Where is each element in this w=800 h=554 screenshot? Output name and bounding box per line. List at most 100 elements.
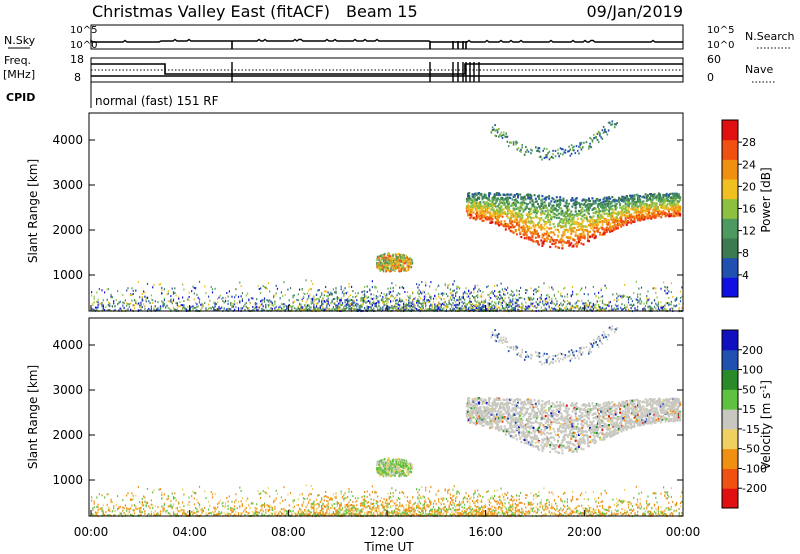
echo-cell [671, 209, 674, 212]
echo-cell [599, 307, 601, 310]
echo-cell [585, 204, 588, 207]
echo-cell [601, 228, 604, 231]
echo-cell [231, 305, 233, 308]
echo-cell [588, 197, 590, 200]
echo-cell [609, 226, 612, 229]
echo-cell [566, 303, 568, 306]
echo-cell [605, 208, 608, 211]
echo-cell [608, 210, 610, 213]
echo-cell [603, 196, 606, 199]
echo-cell [383, 304, 385, 307]
echo-cell [647, 290, 649, 293]
echo-cell [388, 268, 390, 272]
echo-cell [198, 298, 201, 301]
echo-cell [304, 308, 306, 311]
echo-cell [192, 305, 194, 308]
echo-cell [635, 212, 638, 215]
echo-cell [672, 307, 674, 310]
echo-cell [642, 200, 645, 203]
echo-cell [639, 204, 642, 207]
echo-cell [676, 298, 678, 301]
echo-cell [543, 238, 546, 241]
echo-cell [399, 258, 401, 261]
echo-cell [471, 196, 474, 199]
echo-cell [395, 257, 398, 261]
echo-cell [568, 215, 571, 218]
echo-cell [387, 298, 389, 301]
echo-cell [535, 230, 538, 233]
echo-cell [569, 226, 572, 229]
echo-cell [593, 207, 596, 210]
echo-cell [228, 290, 230, 293]
echo-cell [495, 304, 497, 307]
echo-cell [621, 222, 624, 226]
echo-cell [323, 294, 325, 297]
echo-cell [409, 257, 411, 260]
echo-cell [393, 304, 396, 307]
echo-cell [403, 259, 406, 262]
echo-cell [377, 295, 379, 298]
echo-cell [504, 287, 506, 290]
echo-cell [650, 217, 653, 220]
echo-cell [581, 309, 583, 312]
echo-cell [318, 298, 320, 301]
echo-cell [499, 300, 501, 303]
echo-cell [449, 309, 451, 312]
echo-cell [525, 308, 527, 311]
echo-cell [382, 306, 384, 309]
echo-cell [436, 304, 438, 307]
echo-cell [153, 308, 155, 311]
echo-cell [551, 302, 553, 305]
echo-cell [396, 263, 399, 266]
echo-cell [566, 307, 568, 310]
echo-cell [518, 226, 521, 229]
echo-cell [358, 309, 360, 312]
echo-cell [312, 309, 314, 312]
echo-cell [509, 141, 511, 144]
echo-cell [532, 216, 535, 219]
echo-cell [653, 213, 656, 216]
echo-cell [563, 212, 566, 215]
echo-cell [409, 301, 411, 304]
echo-cell [376, 264, 378, 267]
echo-cell [626, 204, 629, 207]
echo-cell [451, 292, 453, 295]
echo-cell [197, 296, 199, 299]
echo-cell [663, 305, 665, 308]
echo-cell [472, 206, 475, 209]
echo-cell [468, 201, 471, 204]
echo-cell [574, 202, 577, 206]
echo-cell [429, 305, 431, 308]
echo-cell [594, 220, 597, 223]
echo-cell [679, 212, 682, 216]
echo-cell [523, 237, 526, 240]
echo-cell [600, 226, 603, 229]
echo-cell [341, 302, 344, 305]
echo-cell [544, 298, 546, 301]
echo-cell [513, 309, 515, 312]
echo-cell [449, 297, 451, 300]
echo-cell [397, 264, 400, 267]
echo-cell [440, 305, 442, 308]
echo-cell [529, 216, 532, 219]
echo-cell [588, 308, 591, 311]
echo-cell [571, 216, 574, 219]
echo-cell [282, 307, 284, 310]
echo-cell [528, 227, 531, 230]
echo-cell [462, 302, 464, 305]
echo-cell [332, 307, 334, 310]
echo-cell [406, 307, 409, 310]
echo-cell [347, 299, 349, 302]
echo-cell [250, 297, 253, 300]
echo-cell [397, 300, 399, 303]
echo-cell [306, 308, 308, 311]
echo-cell [457, 285, 459, 288]
echo-cell [265, 305, 267, 308]
echo-cell [583, 213, 586, 216]
echo-cell [319, 295, 321, 298]
echo-cell [626, 221, 629, 224]
echo-cell [466, 292, 468, 295]
echo-cell [521, 306, 523, 309]
echo-cell [616, 219, 619, 223]
echo-cell [401, 265, 403, 268]
